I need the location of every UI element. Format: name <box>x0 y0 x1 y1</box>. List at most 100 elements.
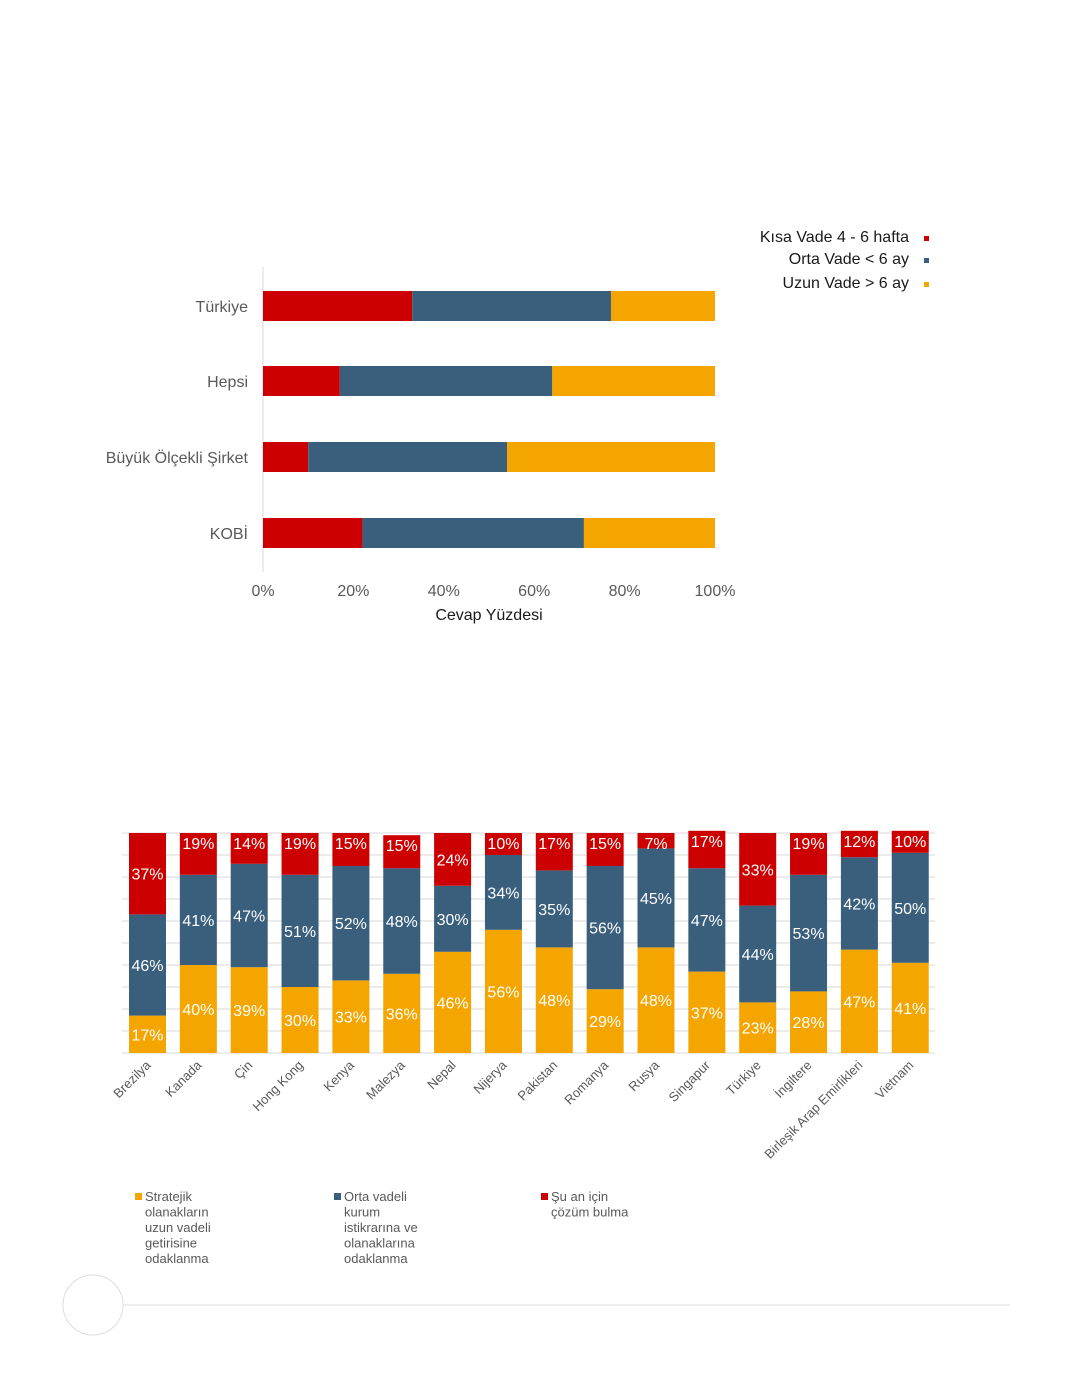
data-label-turkiye-short: 33% <box>742 862 774 879</box>
bar-brezilya-mid <box>129 914 166 1016</box>
data-label-pakistan-short: 17% <box>538 836 570 853</box>
bar-pakistan-long <box>535 947 573 1053</box>
category-label-nepal: Nepal <box>424 1057 459 1092</box>
bar-kenya-long <box>332 980 370 1053</box>
bar-vietnam-mid <box>891 852 929 963</box>
data-label-brezilya-short: 37% <box>131 867 163 884</box>
bar-brezilya-short <box>129 833 166 915</box>
bar-rusya-short <box>637 833 675 849</box>
data-label-brezilya-mid: 46% <box>131 958 163 975</box>
data-label-ingiltere-long: 28% <box>793 1015 825 1032</box>
bar-turkiye-long <box>739 1002 777 1053</box>
data-label-malezya-mid: 48% <box>386 914 418 931</box>
category-label-malezya: Malezya <box>363 1057 408 1102</box>
data-label-nepal-short: 24% <box>437 852 469 869</box>
bar-buyuk-olcekli-sirket-mid <box>308 442 508 472</box>
bar-kenya-short <box>332 833 370 866</box>
bar-hong-kong-short <box>281 833 319 875</box>
legend-line-mid: kurum <box>344 1205 380 1220</box>
bar-buyuk-olcekli-sirket-long <box>507 442 715 472</box>
data-label-rusya-short: 7% <box>644 836 667 853</box>
legend-line-mid: Orta vadeli <box>344 1189 407 1204</box>
data-label-kenya-short: 15% <box>335 836 367 853</box>
legend-line-short: çözüm bulma <box>551 1205 629 1220</box>
bar-pakistan-short <box>535 833 573 871</box>
data-label-romanya-short: 15% <box>589 836 621 853</box>
legend-label-short: Kısa Vade 4 - 6 hafta <box>760 229 909 246</box>
bar-nijerya-mid <box>484 855 522 930</box>
bar-turkiye-mid <box>739 905 777 1003</box>
bar-turkiye-short <box>739 833 777 906</box>
bar-ingiltere-mid <box>790 874 828 992</box>
data-label-cin-long: 39% <box>233 1003 265 1020</box>
data-label-nijerya-long: 56% <box>487 984 519 1001</box>
data-label-brezilya-long: 17% <box>131 1027 163 1044</box>
x-tick-label: 0% <box>251 583 274 600</box>
category-label-vietnam: Vietnam <box>872 1058 916 1102</box>
category-label-cin: Çin <box>231 1058 255 1082</box>
vertical-stacked-bar-chart: 17% 46% 37% Brezilya 40% 41% 19% Kanada 39% 47% 14… <box>110 830 935 1266</box>
data-label-kanada-mid: 41% <box>182 913 214 930</box>
category-label-turkiye: Türkiye <box>723 1058 764 1099</box>
x-tick-label: 20% <box>337 583 369 600</box>
bar-nijerya-short <box>484 833 522 855</box>
bar-kobi-short <box>263 518 363 548</box>
data-label-nijerya-mid: 34% <box>487 885 519 902</box>
bar-turkiye-mid <box>412 291 612 321</box>
data-label-malezya-long: 36% <box>386 1006 418 1023</box>
bar-romanya-mid <box>586 866 624 990</box>
category-label-rusya: Rusya <box>625 1057 662 1094</box>
legend-swatch-mid <box>334 1193 341 1200</box>
category-label-nijerya: Nijerya <box>470 1057 510 1097</box>
bar-ingiltere-short <box>790 833 828 875</box>
bar-turkiye-long <box>611 291 715 321</box>
data-label-singapur-short: 17% <box>691 834 723 851</box>
data-label-kenya-long: 33% <box>335 1010 367 1027</box>
bar-ingiltere-long <box>790 991 828 1053</box>
legend-line-long: Stratejik <box>145 1189 192 1204</box>
category-label-pakistan: Pakistan <box>515 1058 561 1104</box>
category-label-buyuk-olcekli-sirket: Büyük Ölçekli Şirket <box>106 449 249 467</box>
category-label-hepsi: Hepsi <box>207 374 248 391</box>
category-label-kenya: Kenya <box>320 1057 357 1094</box>
data-label-ingiltere-short: 19% <box>793 836 825 853</box>
bar-cin-short <box>230 833 268 864</box>
legend-line-long: olanakların <box>145 1205 209 1220</box>
legend-line-mid: odaklanma <box>344 1251 408 1266</box>
data-label-pakistan-mid: 35% <box>538 902 570 919</box>
bar-vietnam-short <box>891 830 929 853</box>
legend-swatch-short <box>541 1193 548 1200</box>
bar-kenya-mid <box>332 866 370 981</box>
bar-malezya-short <box>383 835 421 869</box>
legend-line-short: Şu an için <box>551 1189 608 1204</box>
bar-romanya-short <box>586 833 624 866</box>
bar-hepsi-short <box>263 366 340 396</box>
x-tick-label: 80% <box>609 583 641 600</box>
data-label-singapur-mid: 47% <box>691 913 723 930</box>
category-label-hong-kong: Hong Kong <box>250 1058 307 1115</box>
bar-singapur-mid <box>688 868 726 972</box>
legend-label-long: Uzun Vade > 6 ay <box>783 275 909 292</box>
data-label-birlesik-arap-emirlikleri-short: 12% <box>843 834 875 851</box>
data-label-nijerya-short: 10% <box>487 836 519 853</box>
bar-turkiye-short <box>263 291 413 321</box>
category-label-kanada: Kanada <box>162 1057 205 1100</box>
bar-cin-mid <box>230 863 268 968</box>
bar-kanada-mid <box>179 874 217 965</box>
legend-line-mid: olanaklarına <box>344 1236 416 1251</box>
bar-nepal-short <box>434 833 472 886</box>
bar-kobi-mid <box>362 518 584 548</box>
category-label-birlesik-arap-emirlikleri: Birleşik Arap Emirlikleri <box>761 1057 865 1161</box>
bar-malezya-mid <box>383 868 421 974</box>
data-label-turkiye-long: 23% <box>742 1021 774 1038</box>
data-label-kanada-long: 40% <box>182 1002 214 1019</box>
data-label-hong-kong-long: 30% <box>284 1013 316 1030</box>
bar-hong-kong-long <box>281 987 319 1053</box>
bar-birlesik-arap-emirlikleri-mid <box>840 857 878 950</box>
bar-cin-long <box>230 967 268 1053</box>
bar-singapur-long <box>688 971 726 1053</box>
data-label-rusya-long: 48% <box>640 993 672 1010</box>
x-tick-label: 40% <box>428 583 460 600</box>
legend-swatch-short <box>924 236 929 241</box>
